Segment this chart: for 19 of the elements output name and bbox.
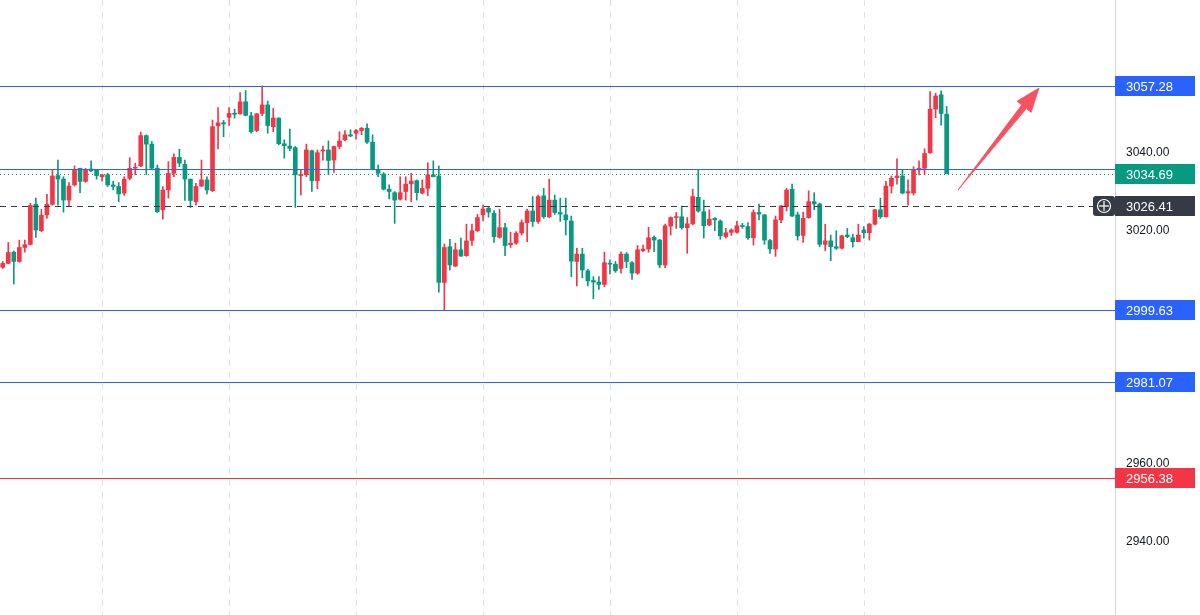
candlestick <box>563 197 569 236</box>
y-tick-label: 2960.00 <box>1126 456 1170 471</box>
candlestick <box>408 172 414 202</box>
ref-line-label: 2956.38 <box>1126 470 1173 486</box>
candlestick <box>574 247 580 287</box>
ref-line-label: 3057.28 <box>1126 78 1173 94</box>
ref-line-label: 2981.07 <box>1126 374 1173 390</box>
candlestick <box>811 192 817 211</box>
candlestick <box>844 228 850 239</box>
ref-line-label: 3034.69 <box>1126 166 1173 182</box>
ref-line-label: 2999.63 <box>1126 302 1173 318</box>
candlestick <box>298 169 304 196</box>
candlestick <box>226 107 232 126</box>
candlestick <box>822 223 828 251</box>
y-tick-label: 2940.00 <box>1126 533 1170 548</box>
y-tick-label: 3020.00 <box>1126 223 1170 238</box>
ref-line-label: 3026.41 <box>1126 198 1173 214</box>
candlestick <box>712 217 718 232</box>
y-tick-label: 3040.00 <box>1126 145 1170 160</box>
